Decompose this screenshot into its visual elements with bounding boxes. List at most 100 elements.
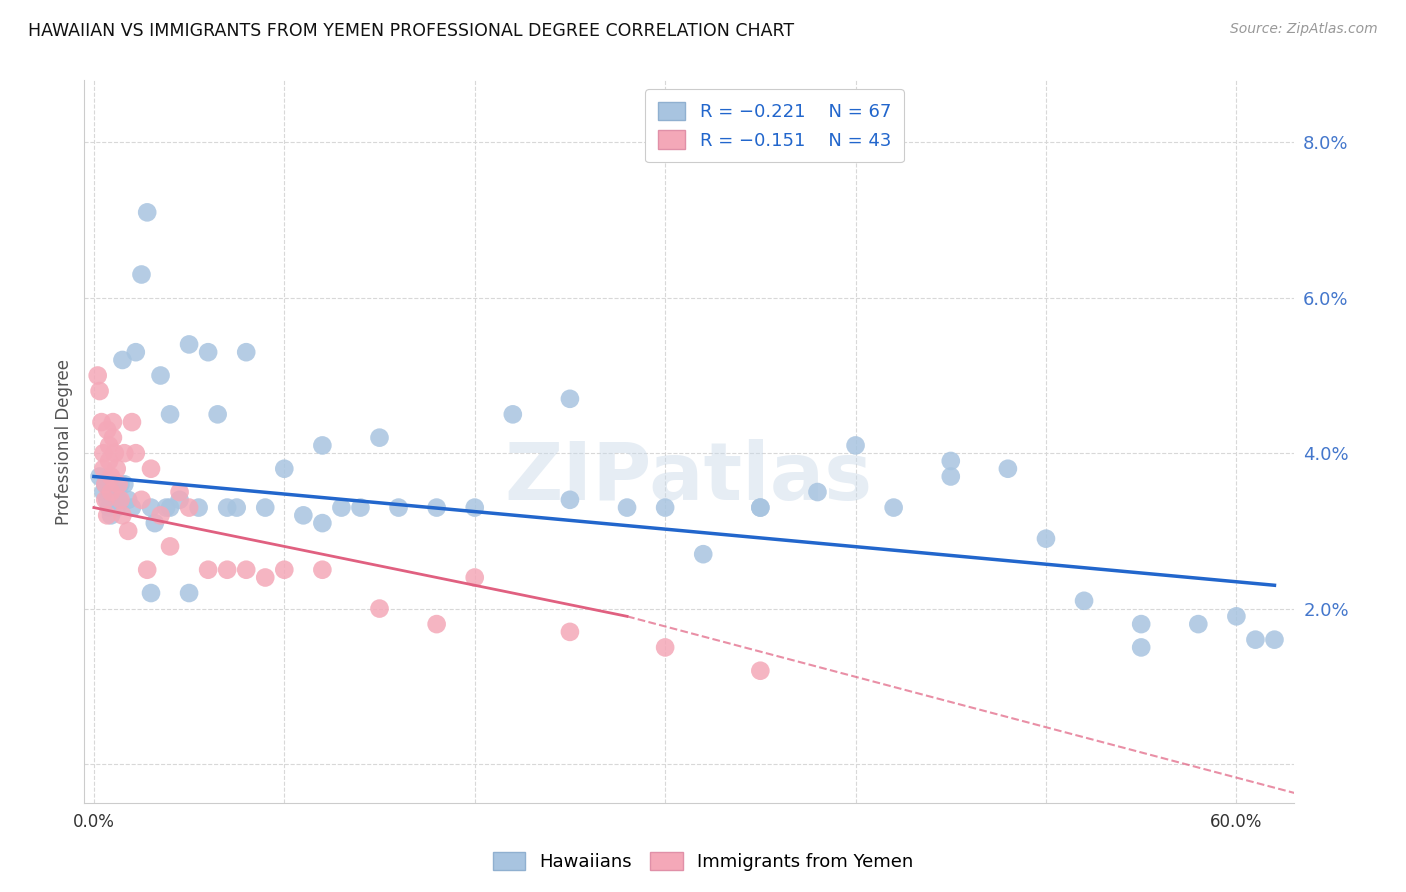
Point bbox=[197, 563, 219, 577]
Legend: R = −​0.221    N = 67, R = −​0.151    N = 43: R = −​0.221 N = 67, R = −​0.151 N = 43 bbox=[645, 89, 904, 162]
Point bbox=[311, 563, 333, 577]
Point bbox=[104, 446, 127, 460]
Point bbox=[149, 368, 172, 383]
Point bbox=[330, 500, 353, 515]
Point bbox=[117, 524, 139, 538]
Point bbox=[387, 500, 409, 515]
Point bbox=[426, 617, 449, 632]
Point bbox=[654, 500, 676, 515]
Text: Source: ZipAtlas.com: Source: ZipAtlas.com bbox=[1230, 22, 1378, 37]
Point bbox=[311, 438, 333, 452]
Point bbox=[107, 477, 129, 491]
Point bbox=[1073, 594, 1095, 608]
Point bbox=[121, 415, 143, 429]
Point bbox=[100, 485, 122, 500]
Point bbox=[112, 477, 135, 491]
Point bbox=[131, 492, 153, 507]
Point bbox=[131, 268, 153, 282]
Point bbox=[749, 500, 772, 515]
Point bbox=[997, 461, 1019, 475]
Point bbox=[117, 492, 139, 507]
Point bbox=[139, 461, 162, 475]
Point bbox=[273, 563, 295, 577]
Point bbox=[292, 508, 315, 523]
Point bbox=[1187, 617, 1209, 632]
Point bbox=[207, 408, 229, 422]
Point bbox=[136, 205, 159, 219]
Point bbox=[93, 461, 115, 475]
Point bbox=[94, 492, 117, 507]
Point bbox=[96, 508, 118, 523]
Point bbox=[349, 500, 371, 515]
Point bbox=[100, 508, 122, 523]
Point bbox=[1130, 617, 1153, 632]
Point bbox=[96, 423, 118, 437]
Point bbox=[311, 516, 333, 530]
Point bbox=[1225, 609, 1247, 624]
Point bbox=[98, 438, 121, 452]
Legend: Hawaiians, Immigrants from Yemen: Hawaiians, Immigrants from Yemen bbox=[485, 845, 921, 879]
Point bbox=[177, 500, 200, 515]
Text: HAWAIIAN VS IMMIGRANTS FROM YEMEN PROFESSIONAL DEGREE CORRELATION CHART: HAWAIIAN VS IMMIGRANTS FROM YEMEN PROFES… bbox=[28, 22, 794, 40]
Point bbox=[939, 469, 962, 483]
Point bbox=[111, 508, 134, 523]
Point bbox=[112, 446, 135, 460]
Point bbox=[159, 500, 181, 515]
Point bbox=[121, 500, 143, 515]
Point bbox=[155, 500, 177, 515]
Point bbox=[558, 492, 581, 507]
Point bbox=[94, 477, 117, 491]
Point bbox=[96, 492, 118, 507]
Point bbox=[89, 384, 111, 398]
Point bbox=[254, 570, 277, 584]
Point bbox=[169, 492, 191, 507]
Point bbox=[98, 500, 121, 515]
Point bbox=[100, 469, 122, 483]
Point bbox=[89, 469, 111, 483]
Point bbox=[1130, 640, 1153, 655]
Point bbox=[217, 563, 239, 577]
Point bbox=[187, 500, 209, 515]
Point bbox=[464, 500, 486, 515]
Text: ZIPatlas: ZIPatlas bbox=[505, 439, 873, 516]
Y-axis label: Professional Degree: Professional Degree bbox=[55, 359, 73, 524]
Point bbox=[105, 461, 128, 475]
Point bbox=[616, 500, 638, 515]
Point bbox=[159, 540, 181, 554]
Point bbox=[558, 392, 581, 406]
Point bbox=[1244, 632, 1267, 647]
Point bbox=[111, 353, 134, 368]
Point bbox=[105, 500, 128, 515]
Point bbox=[101, 431, 124, 445]
Point bbox=[806, 485, 828, 500]
Point bbox=[426, 500, 449, 515]
Point bbox=[939, 454, 962, 468]
Point bbox=[845, 438, 868, 452]
Point bbox=[749, 664, 772, 678]
Point bbox=[101, 415, 124, 429]
Point bbox=[1263, 632, 1285, 647]
Point bbox=[143, 516, 166, 530]
Point bbox=[368, 431, 391, 445]
Point bbox=[169, 485, 191, 500]
Point bbox=[93, 485, 115, 500]
Point bbox=[107, 492, 129, 507]
Point bbox=[692, 547, 714, 561]
Point bbox=[93, 446, 115, 460]
Point bbox=[98, 454, 121, 468]
Point bbox=[197, 345, 219, 359]
Point bbox=[125, 446, 148, 460]
Point bbox=[139, 500, 162, 515]
Point bbox=[502, 408, 524, 422]
Point bbox=[177, 337, 200, 351]
Point bbox=[90, 415, 112, 429]
Point bbox=[110, 477, 132, 491]
Point bbox=[177, 586, 200, 600]
Point bbox=[136, 563, 159, 577]
Point bbox=[368, 601, 391, 615]
Point bbox=[139, 586, 162, 600]
Point bbox=[749, 500, 772, 515]
Point bbox=[883, 500, 905, 515]
Point bbox=[254, 500, 277, 515]
Point bbox=[654, 640, 676, 655]
